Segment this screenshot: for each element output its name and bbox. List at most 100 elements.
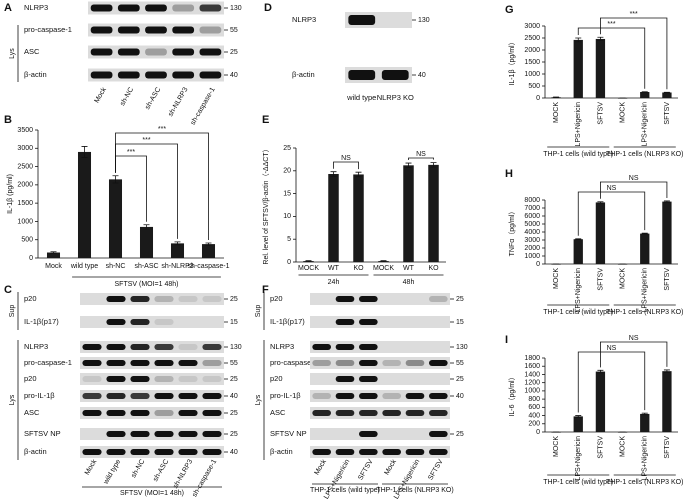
significance-bracket [577, 27, 646, 89]
mw-label: 130 [418, 17, 430, 24]
x-tick-label: LPS+Nigericin [642, 268, 649, 313]
mw-label: 130 [230, 5, 242, 12]
mw-label: 40 [418, 72, 426, 79]
band [202, 360, 222, 366]
bar [428, 164, 439, 262]
section-label: Lys [9, 48, 16, 59]
band [202, 431, 222, 437]
band [359, 376, 378, 382]
bar [353, 174, 364, 262]
group-label: THP-1 cells (wild type) [310, 487, 380, 494]
band [405, 360, 425, 366]
group-label: 48h [403, 279, 415, 286]
lane-label: sh-ASC [144, 86, 162, 110]
x-tick-label: sh-NC [106, 263, 126, 270]
lane-label: Mock [84, 458, 99, 476]
error-bar [81, 146, 88, 158]
y-tick-label: 1000 [17, 218, 33, 225]
band [172, 71, 195, 79]
significance-bracket [600, 17, 668, 90]
band [202, 410, 222, 416]
group-label: THP-1 cells (wild type) [543, 309, 613, 316]
lane-label: Mock [384, 458, 399, 476]
error-bar [641, 412, 648, 416]
lane-label: NLRP3 KO [377, 93, 414, 102]
y-tick-label: 1500 [17, 200, 33, 207]
y-axis-title: IL-6（pg/ml） [508, 373, 516, 416]
y-tick-label: 2500 [524, 35, 540, 42]
y-tick-label: 1200 [524, 380, 540, 387]
bar [662, 371, 672, 432]
mw-label: 25 [456, 431, 464, 438]
panel-letter: C [4, 284, 12, 296]
panel-letter: G [505, 4, 514, 16]
mw-label: 130 [230, 344, 242, 351]
x-tick-label: SFTSV [664, 102, 671, 125]
significance-label: *** [158, 126, 166, 133]
band [117, 4, 140, 12]
y-tick-label: 0 [29, 255, 33, 262]
panel-letter: A [4, 2, 12, 14]
band [90, 26, 113, 34]
mw-label: 25 [230, 376, 238, 383]
row-label: NLRP3 [292, 15, 316, 24]
y-tick-label: 0 [536, 95, 540, 102]
band [106, 344, 126, 350]
y-tick-label: 1000 [524, 388, 540, 395]
panel-letter: H [505, 168, 513, 180]
x-tick-label: Mock [45, 263, 62, 270]
error-bar [355, 171, 362, 178]
row-label: IL-1β(p17) [270, 317, 305, 326]
band [82, 344, 102, 350]
bar [573, 416, 583, 432]
x-tick-label: MOCK [553, 436, 560, 457]
x-tick-label: KO [353, 265, 364, 272]
panel-letter: E [262, 114, 269, 126]
y-tick-label: 7000 [524, 205, 540, 212]
error-bar [575, 238, 582, 240]
row-label: p20 [24, 294, 37, 303]
row-label: p20 [270, 294, 283, 303]
band [312, 344, 331, 350]
lane-label: sh-caspase-1 [190, 86, 217, 126]
y-tick-label: 1600 [524, 363, 540, 370]
y-tick-label: 500 [528, 83, 540, 90]
lane-label: Mock [93, 86, 108, 104]
error-bar [430, 162, 437, 168]
band [154, 449, 174, 455]
lane-label: LPS+Nigericin [393, 458, 421, 500]
band [154, 376, 174, 382]
bar [170, 243, 185, 258]
bar [662, 92, 672, 98]
x-tick-label: MOCK [373, 265, 394, 272]
bar [108, 179, 123, 258]
band [429, 449, 448, 455]
y-tick-label: 2000 [524, 47, 540, 54]
band [130, 449, 150, 455]
band [199, 48, 222, 56]
band [178, 393, 198, 399]
x-tick-label: MOCK [619, 102, 626, 123]
band [405, 410, 425, 416]
mw-label: 25 [230, 49, 238, 56]
blot-strip [310, 428, 450, 440]
band [130, 376, 150, 382]
band [145, 48, 167, 56]
bar [595, 371, 606, 432]
y-tick-label: 1400 [524, 371, 540, 378]
band [382, 360, 401, 366]
y-tick-label: 0 [536, 429, 540, 436]
y-tick-label: 8000 [524, 197, 540, 204]
mw-label: 25 [230, 296, 238, 303]
row-label: NLRP3 [24, 3, 48, 12]
band [172, 48, 195, 56]
row-label: ASC [270, 408, 286, 417]
significance-label: NS [629, 335, 639, 342]
lane-label: LPS+Nigericin [323, 458, 351, 500]
y-tick-label: 3000 [17, 145, 33, 152]
error-bar [143, 224, 150, 230]
y-tick-label: 5000 [524, 221, 540, 228]
band [90, 48, 113, 56]
mw-label: 25 [456, 296, 464, 303]
y-tick-label: 400 [528, 412, 540, 419]
